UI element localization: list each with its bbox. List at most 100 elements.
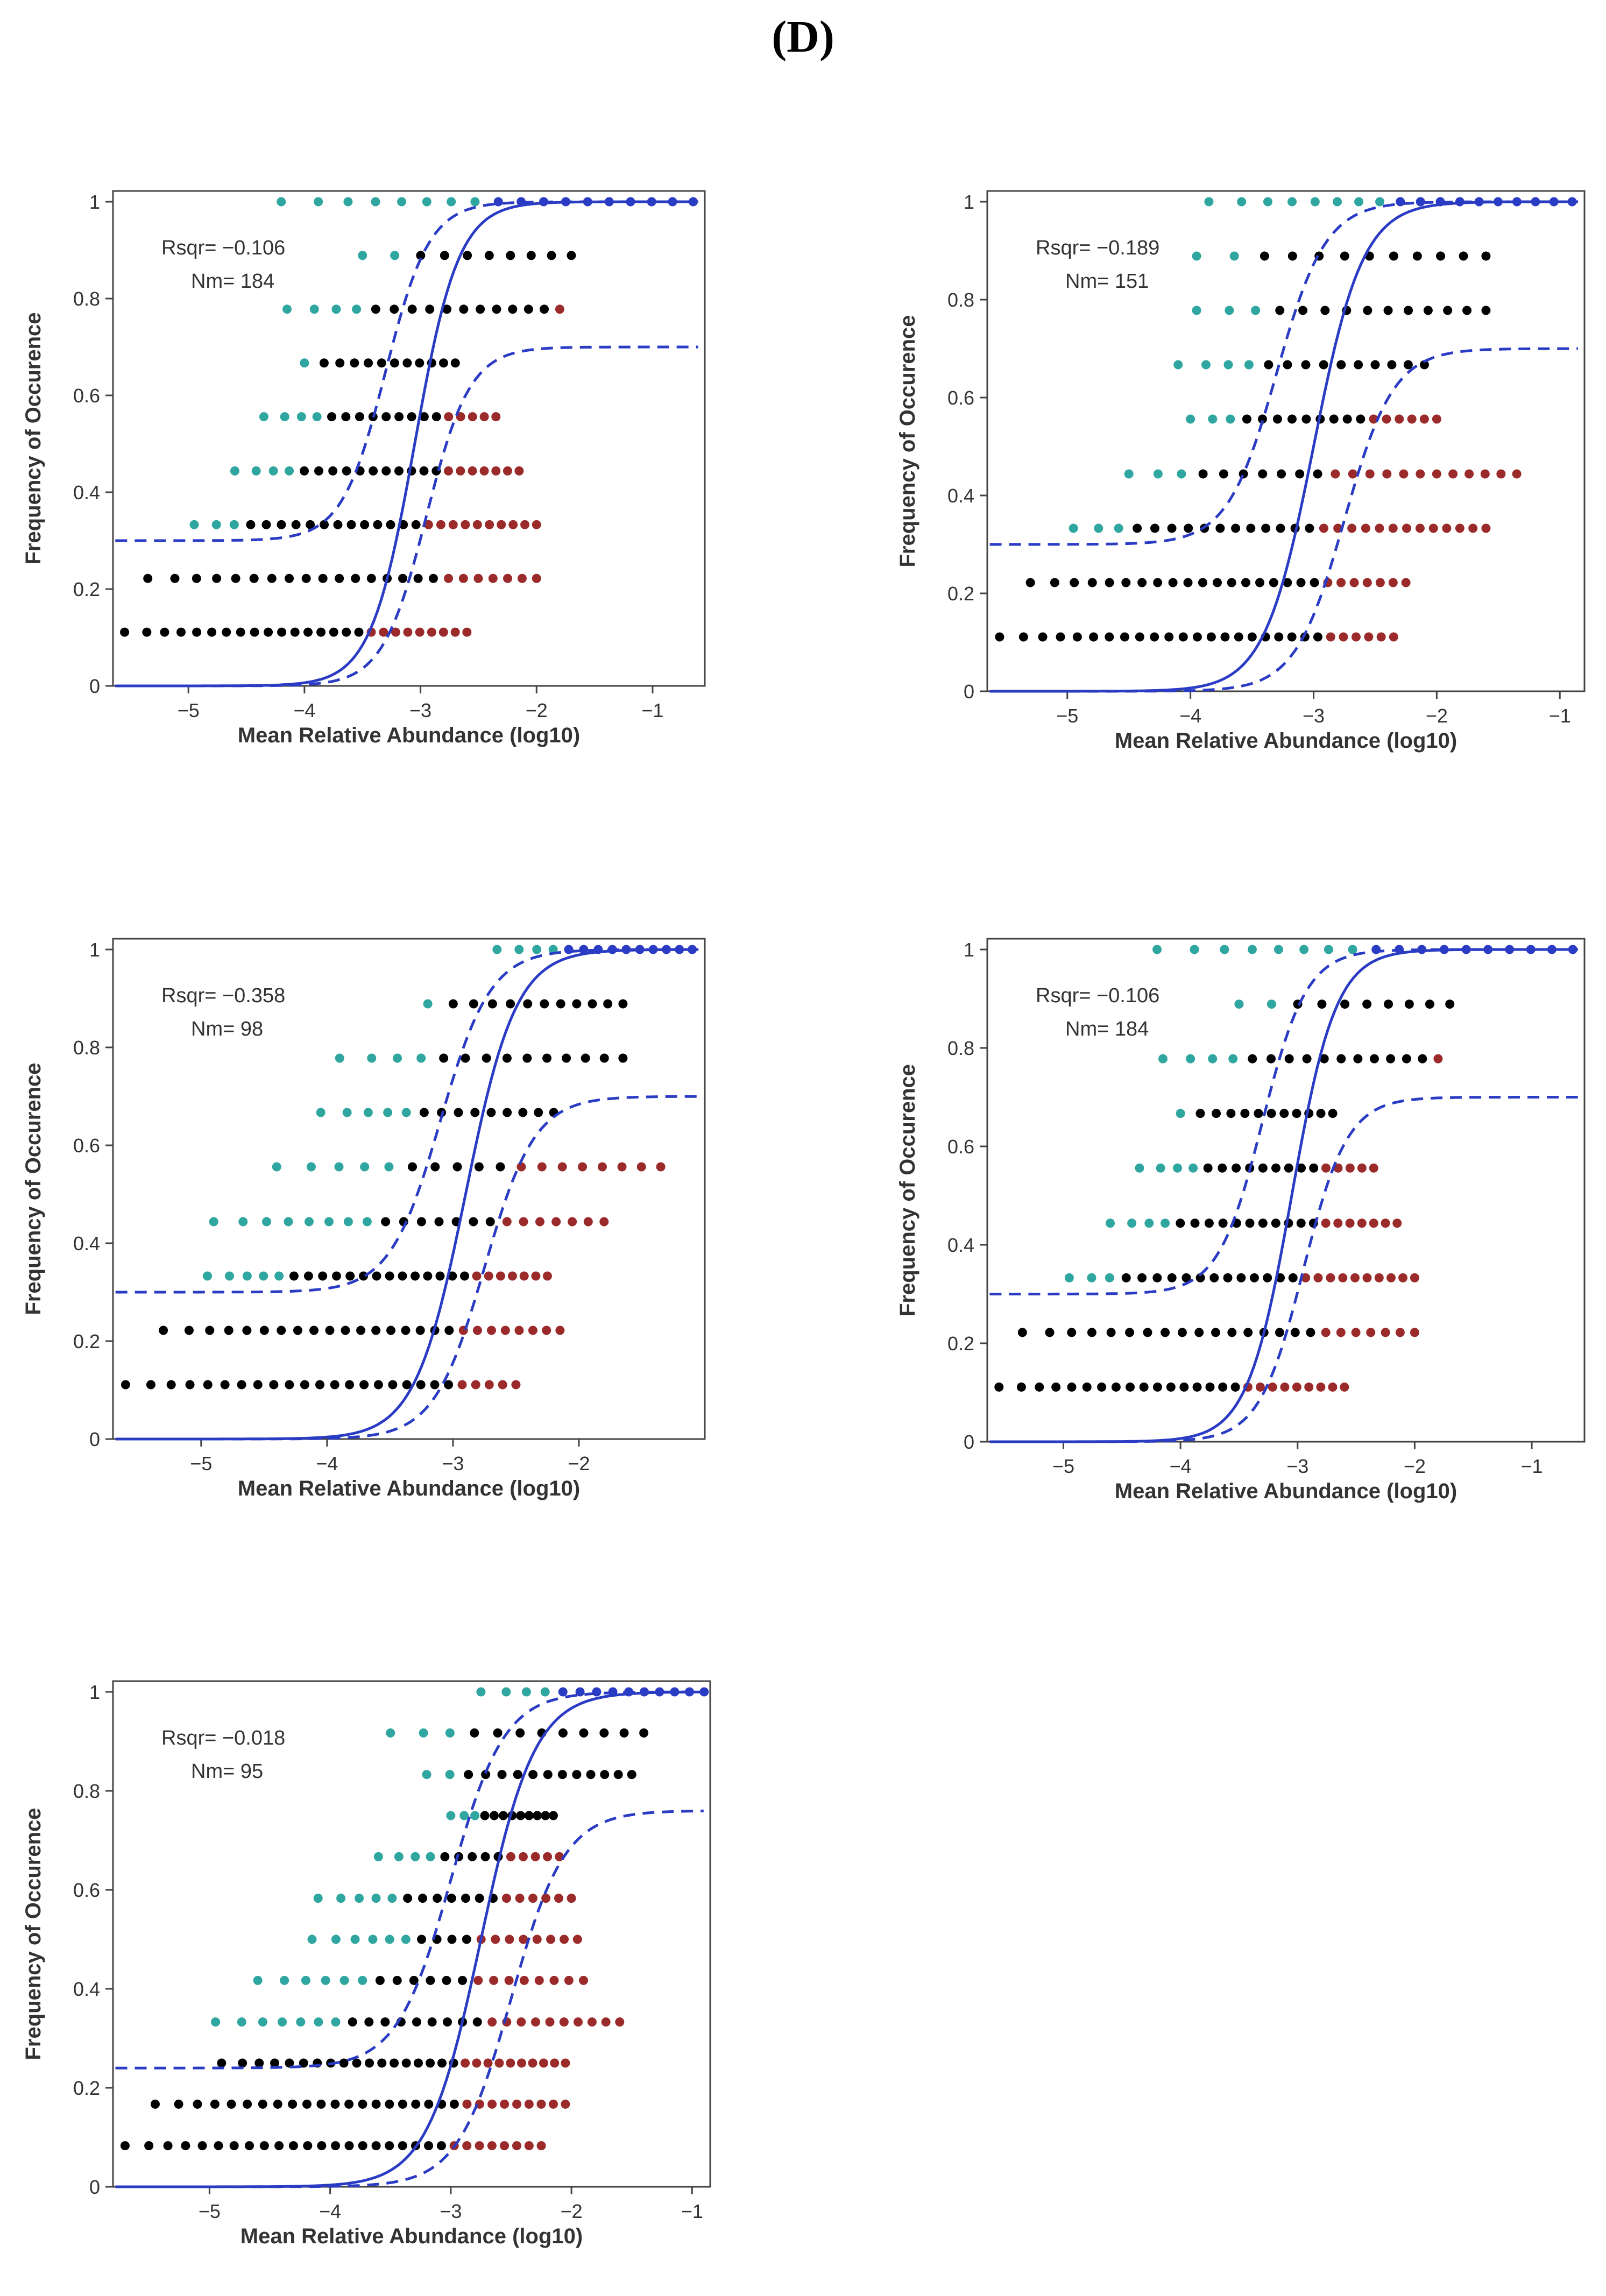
chart-4-point xyxy=(1143,1328,1152,1337)
chart-4-point xyxy=(1279,1109,1289,1118)
chart-1-y-tick-label: 0 xyxy=(89,675,100,697)
chart-5-point xyxy=(344,2141,354,2151)
chart-3-point xyxy=(342,1108,352,1117)
chart-5-point xyxy=(296,2017,306,2027)
chart-5-point xyxy=(470,1811,480,1820)
chart-2-point xyxy=(1301,414,1311,424)
chart-5-point xyxy=(461,1894,470,1903)
chart-3-point xyxy=(277,1326,286,1335)
chart-1-point xyxy=(285,466,294,476)
chart-3-point xyxy=(578,1162,588,1172)
chart-2-point xyxy=(1277,469,1286,479)
chart-3-point xyxy=(274,1271,284,1281)
chart-2-point xyxy=(1365,469,1375,479)
chart-1-point xyxy=(497,520,506,529)
chart-3-y-tick-label: 0.2 xyxy=(73,1330,100,1352)
chart-3-point xyxy=(568,1217,577,1227)
chart-4-point xyxy=(1383,1000,1393,1009)
chart-5-point xyxy=(504,1975,514,1985)
chart-3-point xyxy=(238,1217,248,1227)
chart-2-point xyxy=(1349,578,1359,587)
chart-2-point xyxy=(1455,523,1464,533)
chart-2-point xyxy=(1153,469,1163,479)
chart-2-point xyxy=(1050,578,1059,587)
chart-3-point xyxy=(540,999,549,1009)
chart-3-point xyxy=(384,1162,394,1172)
chart-5-point xyxy=(387,1894,397,1903)
chart-3-point xyxy=(383,1108,393,1117)
chart-4-point xyxy=(1017,1328,1027,1337)
chart-3-point xyxy=(373,1380,383,1390)
chart-1-point xyxy=(381,466,391,476)
chart-5-point xyxy=(490,1811,499,1820)
chart-1-point xyxy=(428,573,438,583)
chart-4-point xyxy=(1106,1328,1116,1337)
chart-1-point xyxy=(331,304,341,314)
chart-4-point xyxy=(1316,1109,1326,1118)
chart-4-point xyxy=(1167,1273,1177,1282)
chart-1-point xyxy=(301,573,311,583)
chart-2-point xyxy=(1269,578,1278,587)
chart-5-point xyxy=(321,1975,330,1985)
chart-4-y-axis-title: Frequency of Occurence xyxy=(896,1064,919,1316)
chart-5-point xyxy=(330,2099,340,2109)
chart-5-upper-confidence-curve xyxy=(115,1690,704,2070)
chart-1-point xyxy=(251,466,261,476)
chart-1-point xyxy=(327,412,336,422)
chart-2-point xyxy=(1164,632,1174,642)
chart-1-point xyxy=(236,627,245,637)
chart-3-point xyxy=(474,1162,484,1172)
chart-5-point xyxy=(398,2141,407,2151)
chart-1-point xyxy=(436,520,445,529)
chart-2-point xyxy=(1260,251,1269,261)
chart-3-point xyxy=(259,1326,269,1335)
chart-4-point xyxy=(1194,1328,1204,1337)
chart-3-point xyxy=(482,1053,491,1063)
chart-5-point xyxy=(512,2099,522,2109)
chart-5-y-axis-title: Frequency of Occurence xyxy=(22,1808,45,2060)
chart-4-point xyxy=(1418,1054,1427,1064)
chart-1-point xyxy=(160,627,169,637)
chart-4-nm-annotation: Nm= 184 xyxy=(1065,1018,1149,1040)
chart-4-point xyxy=(1386,1054,1396,1064)
chart-3-point xyxy=(121,1380,130,1390)
chart-5-point xyxy=(258,2099,267,2109)
chart-5-point xyxy=(536,2099,546,2109)
chart-4-point xyxy=(1152,1382,1162,1392)
chart-5-point xyxy=(365,2058,374,2068)
chart-1-point xyxy=(335,573,344,583)
chart-2-point xyxy=(1239,469,1248,479)
chart-5-point xyxy=(524,2099,534,2109)
chart-2-point xyxy=(1223,360,1233,370)
chart-5-point xyxy=(536,2141,546,2151)
chart-4-rsqr-annotation: Rsqr= −0.106 xyxy=(1036,984,1159,1007)
chart-4-point xyxy=(1366,1328,1376,1337)
chart-2-point xyxy=(1387,360,1397,370)
chart-1-point xyxy=(343,197,353,207)
chart-3-point xyxy=(401,1326,411,1335)
chart-5-point xyxy=(559,2017,569,2027)
chart-3-point xyxy=(496,1162,505,1172)
chart-1-point xyxy=(285,573,294,583)
chart-5-point xyxy=(411,1852,420,1861)
chart-4-point xyxy=(1135,1163,1144,1173)
chart-2-point xyxy=(1255,578,1265,587)
chart-3-point xyxy=(293,1326,302,1335)
chart-2-nm-annotation: Nm= 151 xyxy=(1065,270,1149,293)
chart-2-point xyxy=(1301,360,1311,370)
chart-5-point xyxy=(426,1852,435,1861)
chart-2-point xyxy=(1336,578,1346,587)
chart-2-point xyxy=(1416,197,1425,207)
chart-4-point xyxy=(1297,1163,1306,1173)
chart-2-point xyxy=(1395,414,1404,424)
chart-3-lower-confidence-curve xyxy=(115,1095,699,1441)
chart-5-point xyxy=(371,2099,381,2109)
chart-3-x-axis-title: Mean Relative Abundance (log10) xyxy=(238,1477,580,1500)
chart-1-point xyxy=(514,466,524,476)
chart-1-point xyxy=(470,197,480,207)
chart-1-point xyxy=(458,573,468,583)
chart-1-point xyxy=(419,412,429,422)
chart-2-point xyxy=(1124,469,1134,479)
chart-4-point xyxy=(1395,1328,1405,1337)
